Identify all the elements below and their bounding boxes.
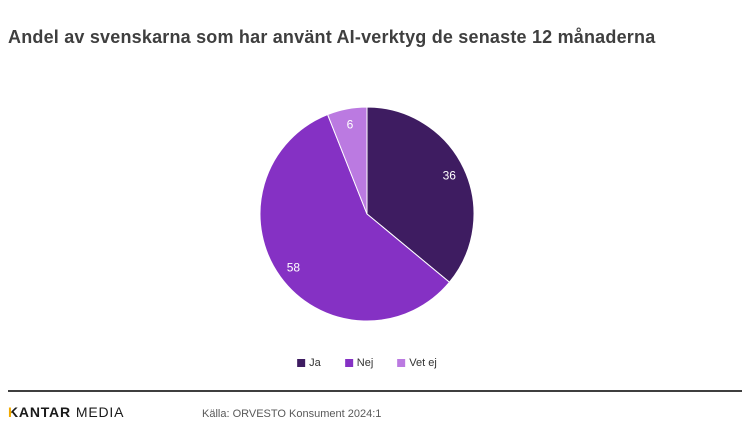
logo-antar: ANTAR xyxy=(18,404,71,420)
logo-k-accent: K xyxy=(8,404,19,420)
pie-slice-ja xyxy=(366,106,475,283)
logo-media-wordmark: MEDIA xyxy=(75,404,125,420)
legend-item-nej: Nej xyxy=(344,357,374,369)
kantar-media-logo: KANTAR MEDIA xyxy=(8,404,124,420)
pie-slice-vet-ej xyxy=(326,106,368,215)
legend-swatch-vet-ej xyxy=(397,359,406,367)
pie-value-label-vet-ej: 6 xyxy=(347,118,354,132)
pie-slice-nej xyxy=(259,113,451,322)
legend-label-nej: Nej xyxy=(356,357,374,369)
pie-value-label-ja: 36 xyxy=(443,168,457,182)
pie-chart: 36 58 6 xyxy=(259,106,475,322)
source-note: Källa: ORVESTO Konsument 2024:1 xyxy=(202,408,382,420)
legend-swatch-nej xyxy=(344,359,353,367)
chart-legend: Ja Nej Vet ej xyxy=(297,357,437,369)
chart-title: Andel av svenskarna som har använt AI-ve… xyxy=(8,27,656,47)
pie-value-label-nej: 58 xyxy=(287,260,301,274)
legend-item-vet-ej: Vet ej xyxy=(397,357,437,369)
legend-item-ja: Ja xyxy=(297,357,321,369)
legend-label-vet-ej: Vet ej xyxy=(409,357,437,369)
legend-swatch-ja xyxy=(297,359,306,367)
legend-label-ja: Ja xyxy=(309,357,321,369)
logo-kantar-wordmark: KANTAR xyxy=(8,404,71,420)
footer-divider xyxy=(8,390,742,392)
